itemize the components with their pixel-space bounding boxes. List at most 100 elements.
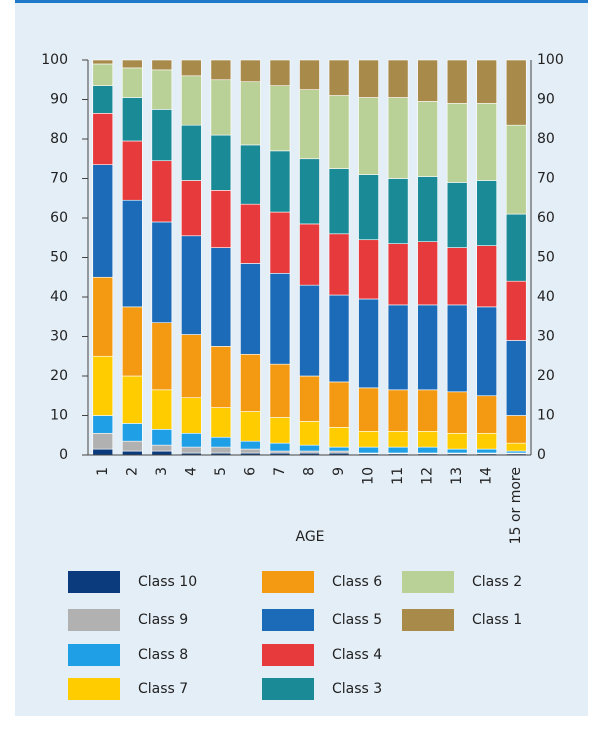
- bar-segment: [476, 432, 498, 450]
- bar-segment: [151, 109, 173, 162]
- x-tick-label: 11: [390, 467, 406, 485]
- legend-swatch: [262, 678, 314, 700]
- bar-segment: [417, 446, 438, 454]
- legend-swatch: [402, 609, 454, 631]
- bar-segment: [476, 448, 498, 454]
- bar-segment: [122, 97, 143, 142]
- x-tick-label: 8: [302, 467, 318, 476]
- bar-segment: [299, 59, 320, 90]
- bar-segment: [417, 59, 438, 102]
- legend-label: Class 10: [138, 574, 197, 590]
- bar-segment: [210, 134, 232, 191]
- bar-segment: [299, 444, 320, 452]
- bar-segment: [358, 430, 379, 448]
- y2-tick-label: 70: [537, 171, 555, 187]
- bar-segment: [358, 446, 379, 454]
- bar-segment: [299, 89, 320, 160]
- y-tick-label: 30: [50, 329, 68, 345]
- bar-segment: [92, 448, 114, 456]
- bar-segment: [505, 213, 527, 282]
- bar-segment: [210, 346, 232, 408]
- x-tick-label: 10: [361, 467, 377, 485]
- bar-segment: [92, 415, 114, 434]
- bar-segment: [240, 440, 261, 450]
- bar-segment: [122, 59, 143, 69]
- bar-segment: [328, 95, 350, 169]
- bar-segment: [505, 340, 527, 416]
- x-tick-label: 2: [124, 467, 140, 476]
- bar-segment: [181, 59, 202, 77]
- bar-segment: [240, 411, 261, 442]
- y-tick-label: 40: [50, 289, 68, 305]
- bar-segment: [151, 444, 173, 452]
- bar-segment: [358, 298, 379, 389]
- bar-segment: [299, 158, 320, 225]
- bar-segment: [269, 442, 291, 452]
- bar-segment: [240, 59, 261, 83]
- bar-segment: [476, 59, 498, 104]
- legend-label: Class 3: [332, 681, 382, 697]
- bar-segment: [151, 450, 173, 456]
- bar-segment: [122, 423, 143, 442]
- bar-segment: [446, 103, 468, 183]
- legend-swatch: [402, 571, 454, 593]
- bar-segment: [269, 363, 291, 418]
- bar-segment: [446, 432, 468, 450]
- legend-label: Class 9: [138, 612, 188, 628]
- bar-segment: [92, 63, 114, 86]
- x-tick-label: 4: [183, 467, 199, 476]
- bar-segment: [151, 160, 173, 223]
- bar-segment: [269, 272, 291, 365]
- bar-segment: [505, 280, 527, 341]
- bar-segment: [417, 176, 438, 242]
- legend-label: Class 2: [472, 574, 522, 590]
- bar-segment: [358, 174, 379, 241]
- x-axis-label: AGE: [295, 529, 324, 545]
- bar-segment: [240, 353, 261, 412]
- bar-segment: [210, 79, 232, 136]
- legend-label: Class 7: [138, 681, 188, 697]
- bar-segment: [387, 178, 409, 244]
- bar-segment: [387, 446, 409, 454]
- bar-segment: [151, 221, 173, 323]
- bar-segment: [122, 199, 143, 308]
- bar-segment: [505, 415, 527, 444]
- legend-label: Class 4: [332, 647, 382, 663]
- bar-segment: [269, 85, 291, 152]
- bar-segment: [92, 113, 114, 165]
- bar-segment: [122, 375, 143, 424]
- y-tick-label: 90: [50, 92, 68, 108]
- bar-segment: [151, 69, 173, 110]
- bar-segment: [122, 450, 143, 456]
- bar-segment: [358, 239, 379, 300]
- bar-segment: [387, 304, 409, 391]
- x-tick-label: 3: [154, 467, 170, 476]
- bar-segment: [446, 448, 468, 454]
- bar-segment: [328, 168, 350, 235]
- y2-tick-label: 80: [537, 131, 555, 147]
- y2-tick-label: 30: [537, 329, 555, 345]
- y-tick-label: 20: [50, 368, 68, 384]
- bar-segment: [181, 432, 202, 448]
- x-tick-label: 15 or more: [508, 467, 524, 544]
- bar-segment: [240, 144, 261, 205]
- bar-segment: [505, 59, 527, 126]
- legend-swatch: [68, 678, 120, 700]
- bar-segment: [92, 432, 114, 450]
- bar-segment: [299, 375, 320, 422]
- bar-segment: [122, 440, 143, 452]
- x-tick-label: 5: [213, 467, 229, 476]
- bar-segment: [181, 235, 202, 335]
- bar-segment: [387, 243, 409, 306]
- bar-segment: [358, 97, 379, 175]
- bar-segment: [476, 395, 498, 434]
- bar-segment: [299, 284, 320, 377]
- x-tick-label: 12: [420, 467, 436, 485]
- bar-segment: [181, 446, 202, 454]
- bar-segment: [476, 306, 498, 397]
- bar-segment: [269, 150, 291, 213]
- bar-segment: [417, 389, 438, 432]
- legend-swatch: [68, 609, 120, 631]
- bar-segment: [122, 67, 143, 98]
- bar-segment: [210, 407, 232, 438]
